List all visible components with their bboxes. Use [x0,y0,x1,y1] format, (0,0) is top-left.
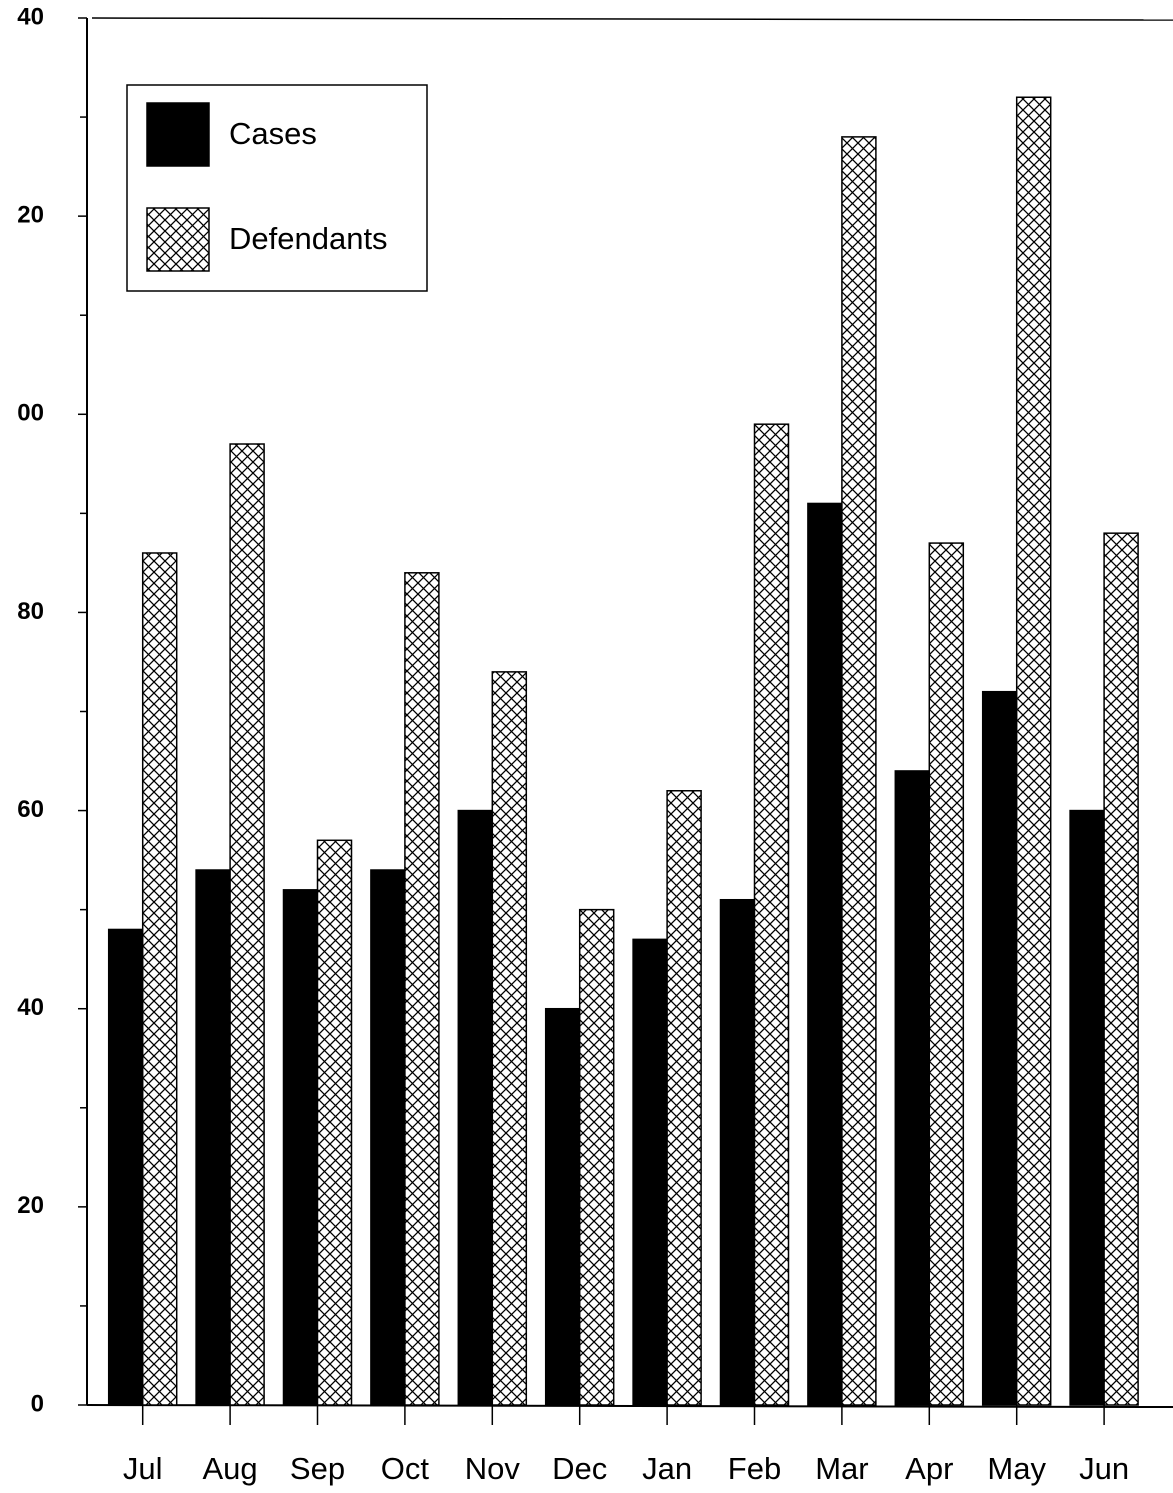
bar [1103,532,1139,1406]
y-tick-label: 80 [17,598,44,625]
bar [195,869,231,1406]
top-border [91,17,1173,21]
y-tick-label: 00 [17,400,44,427]
bar [229,443,265,1406]
y-tick-label: 40 [17,3,44,30]
legend-label: Cases [229,116,317,151]
bar [632,938,668,1406]
y-tick-label: 40 [17,994,44,1021]
x-tick-label: Dec [552,1451,607,1486]
bar [807,502,843,1406]
x-tick-label: May [987,1451,1046,1486]
bar [107,928,144,1406]
x-tick-label: Mar [815,1451,868,1486]
bar [457,809,494,1406]
bar [316,839,353,1406]
bar [544,1007,581,1406]
bar [282,889,319,1406]
bar [491,671,528,1406]
x-tick-label: Apr [905,1451,953,1486]
bar [894,770,931,1406]
bar [141,552,178,1406]
bar [1015,96,1052,1406]
x-tick-label: Jan [642,1451,692,1486]
legend-swatch [146,207,210,272]
bar [1069,809,1105,1406]
y-tick-label: 60 [17,796,44,823]
bar [404,572,440,1406]
x-tick-label: Jun [1079,1451,1129,1486]
bar [753,423,790,1406]
bar [370,869,406,1406]
bar [928,542,965,1406]
y-tick-label: 20 [17,201,44,228]
x-tick-label: Nov [465,1451,521,1486]
bar [981,690,1018,1406]
bar [719,898,756,1406]
legend-swatch [146,102,210,167]
y-tick-label: 0 [31,1390,44,1417]
x-tick-label: Sep [290,1451,345,1486]
x-axis [86,1404,1173,1408]
x-tick-label: Aug [203,1451,258,1486]
y-tick-label: 20 [17,1192,44,1219]
x-tick-label: Oct [381,1451,430,1486]
bar [666,790,702,1406]
legend-label: Defendants [229,221,388,256]
x-tick-label: Jul [123,1451,163,1486]
bar [841,136,877,1406]
bar [578,908,615,1406]
x-tick-label: Feb [728,1451,781,1486]
